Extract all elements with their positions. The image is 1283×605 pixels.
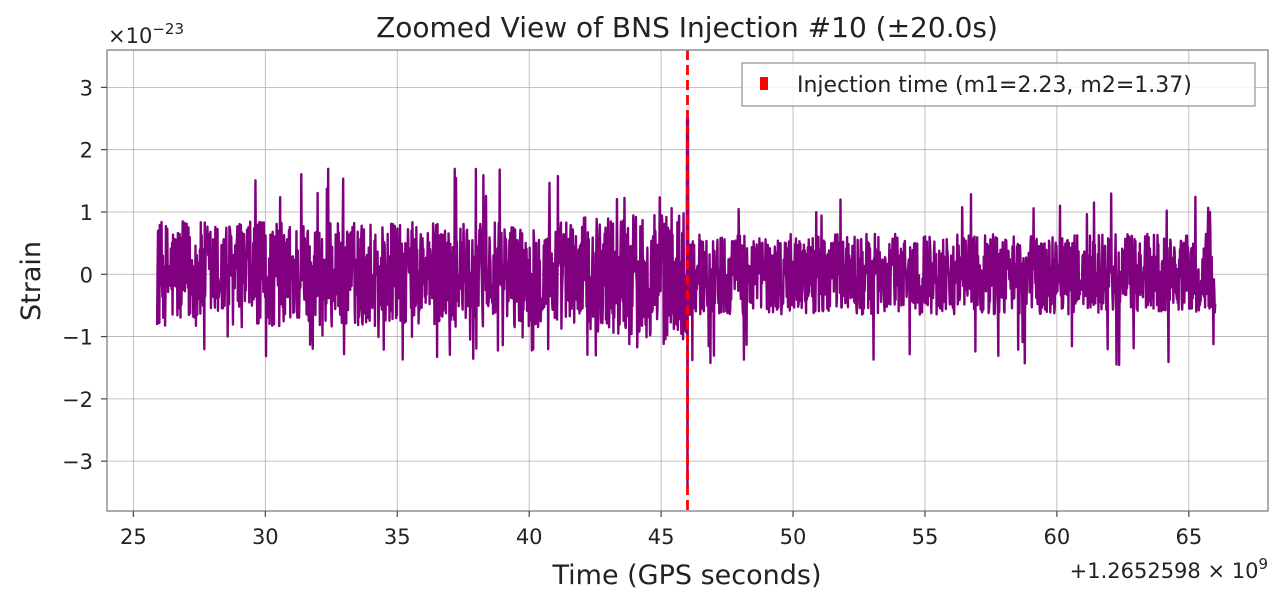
- y-tick-label: 2: [80, 139, 93, 163]
- x-tick-label: 35: [384, 525, 411, 549]
- svg-text:×10−23: ×10−23: [108, 20, 184, 48]
- x-axis-label: Time (GPS seconds): [551, 560, 821, 591]
- x-tick-label: 40: [516, 525, 543, 549]
- x-tick-label: 65: [1175, 525, 1202, 549]
- chart-title: Zoomed View of BNS Injection #10 (±20.0s…: [376, 11, 998, 44]
- y-tick-label: 1: [80, 201, 93, 225]
- x-offset-text: +1.2652598 × 109: [1070, 555, 1268, 583]
- y-scale-factor: ×10−23: [108, 20, 184, 48]
- y-tick-label: −3: [62, 450, 93, 474]
- x-tick-label: 55: [912, 525, 939, 549]
- y-tick-label: −1: [62, 326, 93, 350]
- strain-series-line: [155, 117, 1217, 488]
- y-tick-label: 0: [80, 263, 93, 287]
- x-tick-label: 60: [1044, 525, 1071, 549]
- svg-text:+1.2652598 × 109: +1.2652598 × 109: [1070, 555, 1268, 583]
- x-tick-label: 45: [648, 525, 675, 549]
- y-tick-label: −2: [62, 388, 93, 412]
- x-tick-label: 50: [780, 525, 807, 549]
- x-tick-label: 30: [252, 525, 279, 549]
- legend: Injection time (m1=2.23, m2=1.37): [741, 62, 1256, 107]
- y-axis-label: Strain: [16, 241, 47, 321]
- y-tick-label: 3: [80, 76, 93, 100]
- x-tick-label: 25: [120, 525, 147, 549]
- legend-box: [741, 62, 1256, 107]
- legend-marker: [760, 77, 768, 90]
- plot-frame: [106, 49, 1269, 512]
- legend-entry: Injection time (m1=2.23, m2=1.37): [797, 73, 1192, 98]
